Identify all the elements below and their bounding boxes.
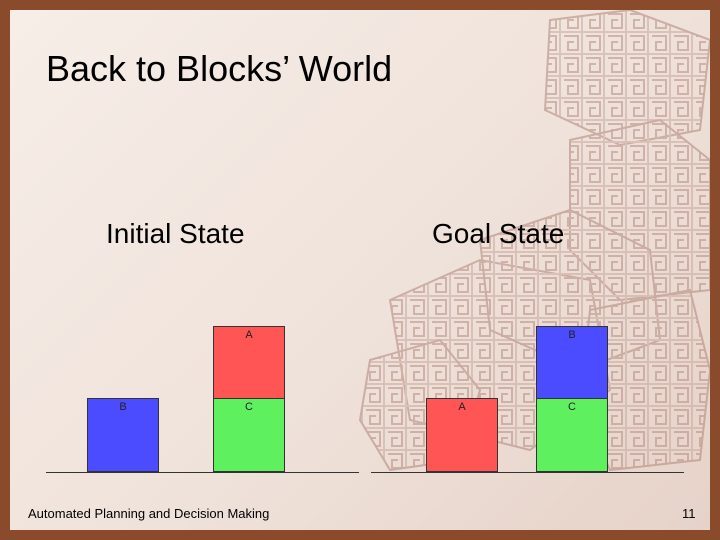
initial-block-a: A (213, 326, 285, 400)
goal-block-a: A (426, 398, 498, 472)
slide-footer: Automated Planning and Decision Making (28, 506, 270, 521)
block-label: C (568, 401, 576, 413)
goal-table-line (371, 472, 684, 473)
block-label: A (245, 329, 253, 341)
initial-state-heading: Initial State (106, 218, 245, 249)
goal-block-c: C (536, 398, 608, 472)
block-label: B (119, 401, 127, 413)
block-label: A (458, 401, 466, 413)
initial-table-line (46, 472, 359, 473)
initial-block-c: C (213, 398, 285, 472)
initial-block-b: B (87, 398, 159, 472)
block-label: C (245, 401, 253, 413)
goal-block-b: B (536, 326, 608, 400)
slide-panel: Back to Blocks’ World Initial State Goal… (10, 10, 710, 530)
goal-state-heading: Goal State (432, 218, 565, 249)
slide-title: Back to Blocks’ World (46, 48, 393, 89)
page-number: 11 (682, 506, 696, 521)
block-label: B (568, 329, 576, 341)
